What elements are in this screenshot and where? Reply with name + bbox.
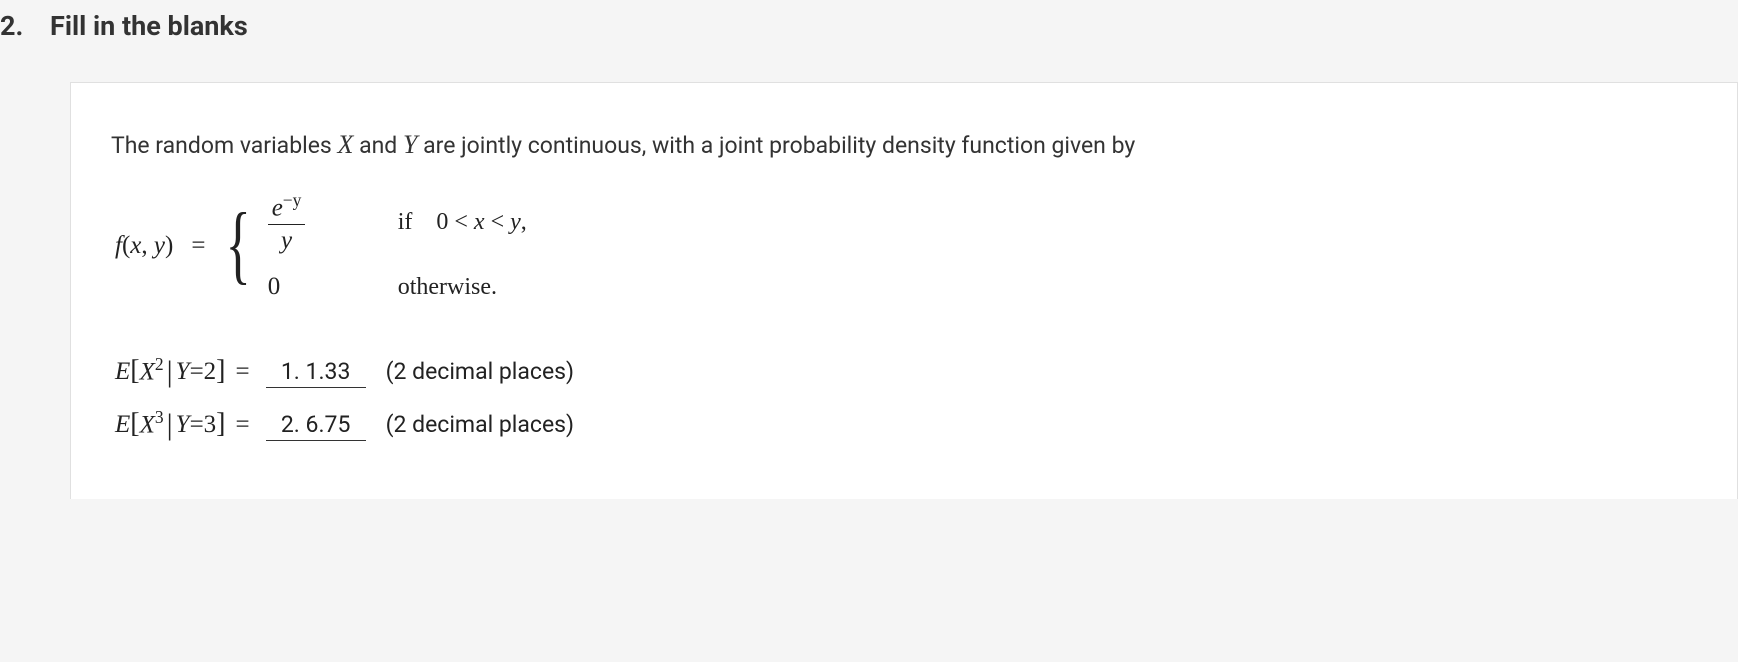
cond-var: Y=3 xyxy=(176,411,217,439)
intro-suffix: are jointly continuous, with a joint pro… xyxy=(417,132,1135,159)
expectation-E: E xyxy=(115,358,130,386)
if-label: if xyxy=(398,209,413,235)
case-1: e−y y if 0 < x < y, xyxy=(268,190,527,255)
answer-line-2: E[X3|Y=3] = 2. 6.75 (2 decimal places) xyxy=(115,406,1697,441)
case-2-condition: otherwise. xyxy=(398,274,497,301)
right-bracket: ] xyxy=(216,355,225,387)
case-1-condition: if 0 < x < y, xyxy=(398,209,527,236)
case-1-value: e−y y xyxy=(268,190,398,255)
decimal-hint-2: (2 decimal places) xyxy=(386,411,574,438)
intro-prefix: The random variables xyxy=(111,132,337,159)
case-2-value: 0 xyxy=(268,273,398,301)
left-bracket: [ xyxy=(130,408,139,440)
pdf-definition: f(x, y) = { e−y y if 0 < x < y, 0 otherw… xyxy=(115,190,1697,301)
exponent: −y xyxy=(283,190,302,210)
equals: = xyxy=(236,411,250,439)
function-fxy: f(x, y) xyxy=(115,232,173,260)
left-bracket: [ xyxy=(130,355,139,387)
equals-sign: = xyxy=(191,232,205,260)
fraction-numerator: e−y xyxy=(268,190,306,225)
expect-var: X3 xyxy=(140,407,164,439)
right-bracket: ] xyxy=(216,408,225,440)
answer-line-1: E[X2|Y=2] = 1. 1.33 (2 decimal places) xyxy=(115,353,1697,388)
question-title: Fill in the blanks xyxy=(50,10,248,42)
case-2: 0 otherwise. xyxy=(268,273,527,301)
variable-y: Y xyxy=(403,130,417,159)
equals: = xyxy=(236,358,250,386)
left-brace: { xyxy=(226,210,251,280)
expectation-E: E xyxy=(115,411,130,439)
piecewise-cases: e−y y if 0 < x < y, 0 otherwise. xyxy=(268,190,527,301)
condition-inequality: 0 < x < y, xyxy=(436,209,526,235)
problem-intro: The random variables X and Y are jointly… xyxy=(111,125,1697,164)
expect-var: X2 xyxy=(140,354,164,386)
conditional-bar: | xyxy=(167,355,173,389)
intro-and: and xyxy=(353,132,403,159)
answer-blank-2[interactable]: 2. 6.75 xyxy=(266,411,366,441)
variable-x: X xyxy=(337,130,353,159)
answer-blank-1[interactable]: 1. 1.33 xyxy=(266,358,366,388)
fraction-denominator: y xyxy=(277,225,296,255)
question-content: The random variables X and Y are jointly… xyxy=(70,82,1738,499)
question-header: 2. Fill in the blanks xyxy=(0,0,1738,42)
question-number: 2. xyxy=(0,10,50,42)
cond-var: Y=2 xyxy=(176,358,217,386)
conditional-bar: | xyxy=(167,408,173,442)
decimal-hint-1: (2 decimal places) xyxy=(386,358,574,385)
fraction: e−y y xyxy=(268,190,306,255)
